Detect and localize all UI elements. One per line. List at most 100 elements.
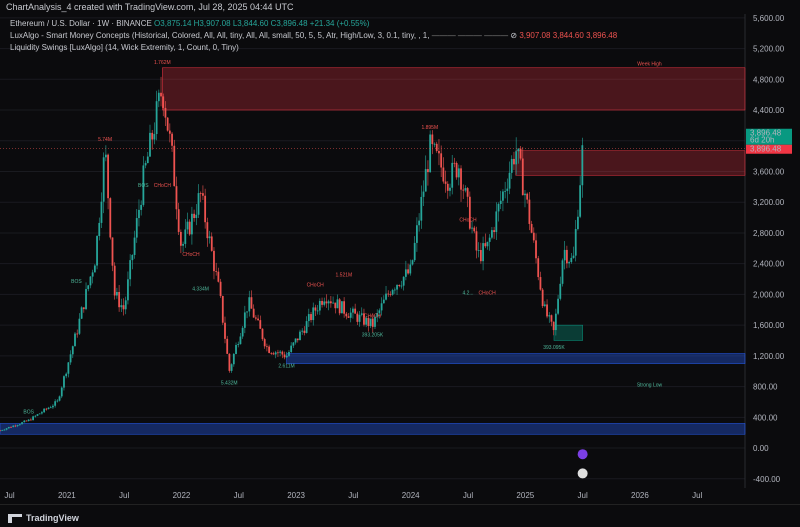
candle-197 <box>433 143 436 145</box>
annotation-8: Strong Low <box>637 383 663 389</box>
candle-50 <box>109 198 112 238</box>
annotation-6: 5.432M <box>221 380 238 386</box>
candle-220 <box>484 243 487 247</box>
candle-132 <box>290 345 293 352</box>
smc-val-2: 3,844.60 <box>552 31 584 40</box>
candle-249 <box>548 315 551 317</box>
candle-75 <box>164 107 167 118</box>
x-tick-5: 2023 <box>287 491 305 500</box>
candle-263 <box>579 185 582 217</box>
annotation-7: 393.095K <box>543 345 565 351</box>
candle-134 <box>294 338 297 343</box>
symbol-row[interactable]: Ethereum / U.S. Dollar · 1W · BINANCE O3… <box>10 18 617 30</box>
candle-59 <box>129 260 132 280</box>
annotation-1: 1.762M <box>154 60 171 66</box>
candle-53 <box>116 292 118 296</box>
annotation-5: 2.611M <box>278 363 294 369</box>
candle-194 <box>427 169 429 173</box>
candle-140 <box>307 314 310 322</box>
ohlc-change: +21.34 (+0.55%) <box>309 19 370 28</box>
candle-179 <box>393 289 396 291</box>
candle-34 <box>74 333 76 347</box>
smc-eye-icon[interactable]: ⊘ <box>510 31 518 40</box>
candle-28 <box>60 387 63 397</box>
candle-58 <box>127 279 129 301</box>
annotation-18: 4.334M <box>192 287 209 293</box>
candle-19 <box>41 412 43 414</box>
candle-225 <box>495 211 498 233</box>
candle-247 <box>543 304 546 307</box>
candle-207 <box>455 163 458 178</box>
candle-84 <box>184 229 187 244</box>
candle-253 <box>557 298 559 314</box>
candle-264 <box>581 145 584 186</box>
candle-88 <box>193 213 196 218</box>
candle-115 <box>252 308 255 318</box>
candle-94 <box>206 222 209 239</box>
candle-240 <box>528 199 531 224</box>
x-tick-7: 2024 <box>402 491 420 500</box>
y-tick-0: -400.00 <box>753 475 781 484</box>
candle-236 <box>519 148 522 159</box>
candle-56 <box>122 305 125 310</box>
candle-100 <box>219 281 222 296</box>
candle-192 <box>422 191 425 197</box>
annotation-20: 393.205K <box>362 333 384 339</box>
current-price-text: 3,896.48 <box>750 145 782 154</box>
candle-161 <box>354 308 357 314</box>
candle-245 <box>539 277 542 290</box>
candle-252 <box>554 313 557 331</box>
candle-198 <box>435 143 438 151</box>
y-tick-12: 4,400.00 <box>753 106 785 115</box>
candle-42 <box>91 272 94 277</box>
candle-212 <box>466 188 469 197</box>
candle-173 <box>380 303 383 311</box>
candle-64 <box>140 204 143 210</box>
candle-191 <box>420 196 423 221</box>
annotation-14: CHoCH <box>307 283 325 289</box>
x-tick-9: 2025 <box>516 491 534 500</box>
smc-val-3: 3,896.48 <box>586 31 618 40</box>
y-tick-5: 1,600.00 <box>753 321 785 330</box>
candle-25 <box>54 401 57 406</box>
candle-66 <box>144 163 147 166</box>
annotation-15: CHoCH <box>364 313 382 319</box>
candle-14 <box>29 419 32 421</box>
candle-93 <box>204 195 207 223</box>
candle-223 <box>491 230 493 238</box>
y-tick-15: 5,600.00 <box>753 14 785 23</box>
x-tick-4: Jul <box>234 491 244 500</box>
smc-label: LuxAlgo - Smart Money Concepts (Historic… <box>10 31 430 40</box>
candle-170 <box>374 316 376 327</box>
x-tick-12: Jul <box>692 491 702 500</box>
candle-77 <box>168 130 171 134</box>
smc-val-1: 3,907.08 <box>519 31 551 40</box>
candle-35 <box>76 333 79 335</box>
candle-119 <box>261 328 264 340</box>
candle-193 <box>424 169 427 192</box>
candle-169 <box>371 318 374 327</box>
symbol-name[interactable]: Ethereum / U.S. Dollar · 1W · BINANCE <box>10 19 152 28</box>
annotation-19: 4.2... <box>462 290 473 296</box>
candle-127 <box>279 351 282 353</box>
candle-164 <box>360 313 363 315</box>
candle-101 <box>221 295 224 323</box>
candle-226 <box>497 203 500 212</box>
candle-69 <box>151 132 154 140</box>
candle-120 <box>263 339 266 347</box>
candle-55 <box>120 305 123 308</box>
indicator-smc[interactable]: LuxAlgo - Smart Money Concepts (Historic… <box>10 31 618 40</box>
candle-246 <box>541 289 544 307</box>
candle-157 <box>345 313 348 317</box>
y-tick-9: 3,200.00 <box>753 198 785 207</box>
candle-92 <box>202 193 204 196</box>
candle-187 <box>411 260 414 265</box>
candle-149 <box>327 301 330 304</box>
candle-250 <box>550 315 553 322</box>
indicator-liquidity[interactable]: Liquidity Swings [LuxAlgo] (14, Wick Ext… <box>10 43 239 52</box>
candle-150 <box>329 301 332 304</box>
candle-215 <box>473 227 476 232</box>
candle-195 <box>429 134 432 173</box>
candle-71 <box>155 101 158 135</box>
